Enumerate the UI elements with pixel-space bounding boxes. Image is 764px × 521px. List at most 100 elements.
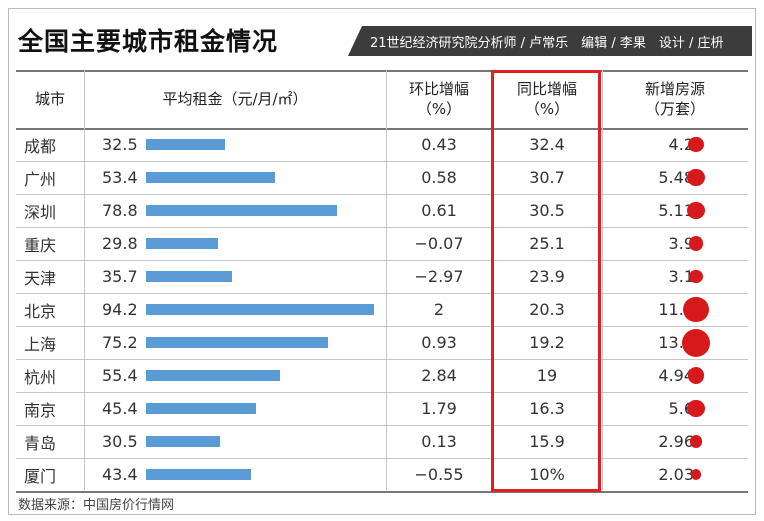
supply-value: 2.03 [658,465,694,484]
rent-bar [146,205,337,216]
supply-dot [690,469,702,480]
supply-dot [687,201,705,219]
supply-dot [689,269,703,284]
city-name: 广州 [24,169,57,189]
row-divider [16,458,748,459]
mom-value: −0.55 [414,465,464,484]
column-divider [386,70,387,490]
supply-value: 2.96 [658,432,694,451]
mom-value: 0.13 [421,432,457,451]
row-divider [16,161,748,162]
rent-value: 35.7 [102,267,138,286]
rent-value: 53.4 [102,168,138,187]
rent-bar [146,403,256,414]
mom-value: 0.43 [421,135,457,154]
rent-value: 30.5 [102,432,138,451]
rent-value: 45.4 [102,399,138,418]
mom-value: 0.58 [421,168,457,187]
header-supply: 新增房源 （万套） [644,80,705,118]
column-divider [84,70,85,490]
supply-value: 11.6 [658,300,694,319]
rent-value: 29.8 [102,234,138,253]
city-name: 青岛 [24,433,57,453]
rent-bar [146,238,219,249]
city-name: 天津 [24,268,57,288]
data-source: 数据来源：中国房价行情网 [18,498,175,513]
row-divider [16,227,748,228]
supply-value: 3.1 [668,267,694,286]
supply-dot [687,367,705,384]
row-divider [16,425,748,426]
supply-value: 5.6 [668,399,694,418]
supply-value: 5.48 [658,168,694,187]
byline: 21世纪经济研究院分析师 / 卢常乐 编辑 / 李果 设计 / 庄枡 [370,36,724,51]
yoy-value: 15.9 [529,432,565,451]
supply-dot [687,399,705,418]
row-divider [16,293,748,294]
rent-value: 43.4 [102,465,138,484]
rent-value: 75.2 [102,333,138,352]
column-divider [602,70,603,490]
yoy-value: 30.5 [529,201,565,220]
yoy-value: 30.7 [529,168,565,187]
yoy-value: 19 [536,366,558,385]
city-name: 重庆 [24,235,57,255]
supply-dot [688,136,704,153]
supply-value: 4.2 [668,135,694,154]
rent-bar [146,337,328,348]
rent-bar [146,172,276,183]
yoy-value: 23.9 [529,267,565,286]
mom-value: −0.07 [414,234,464,253]
supply-dot [683,296,709,323]
supply-dot [689,435,703,448]
city-name: 南京 [24,400,57,420]
rent-bar [146,436,220,447]
rent-bar [146,370,281,381]
header-yoy: 同比增幅 （%） [516,80,577,118]
rent-bar [146,304,374,315]
header-city: 城市 [34,90,65,108]
row-divider [16,359,748,360]
row-divider [16,260,748,261]
supply-dot [688,236,704,251]
mom-value: 2 [433,300,445,319]
rent-table: 城市 平均租金（元/月/㎡） 环比增幅 （%） 同比增幅 （%） 新增房源 （万… [16,70,748,493]
yoy-value: 20.3 [529,300,565,319]
rent-value: 78.8 [102,201,138,220]
rent-bar [146,271,233,282]
header-divider [16,128,748,130]
title-bar: 全国主要城市租金情况 21世纪经济研究院分析师 / 卢常乐 编辑 / 李果 设计… [8,14,752,62]
byline-band [348,26,752,56]
supply-dot [682,328,710,357]
supply-dot [687,168,705,187]
city-name: 上海 [24,334,57,354]
supply-value: 4.94 [658,366,694,385]
row-divider [16,194,748,195]
header-mom: 环比增幅 （%） [408,80,469,118]
city-name: 深圳 [24,202,57,222]
rent-value: 55.4 [102,366,138,385]
yoy-value: 32.4 [529,135,565,154]
row-divider [16,326,748,327]
table-bottom-border [16,491,748,493]
rent-bar [146,469,252,480]
rent-bar [146,139,225,150]
supply-value: 5.11 [658,201,694,220]
rent-value: 94.2 [102,300,138,319]
row-divider [16,392,748,393]
yoy-value: 19.2 [529,333,565,352]
header-rent: 平均租金（元/月/㎡） [162,90,308,108]
city-name: 厦门 [24,466,57,486]
city-name: 北京 [24,301,57,321]
chart-title: 全国主要城市租金情况 [18,27,279,56]
yoy-value: 10% [529,465,565,484]
yoy-value: 16.3 [529,399,565,418]
mom-value: 0.61 [421,201,457,220]
mom-value: 2.84 [421,366,457,385]
supply-value: 3.9 [668,234,694,253]
mom-value: 0.93 [421,333,457,352]
yoy-value: 25.1 [529,234,565,253]
chart-frame [8,8,756,515]
table-top-border [16,70,748,72]
mom-value: −2.97 [414,267,464,286]
